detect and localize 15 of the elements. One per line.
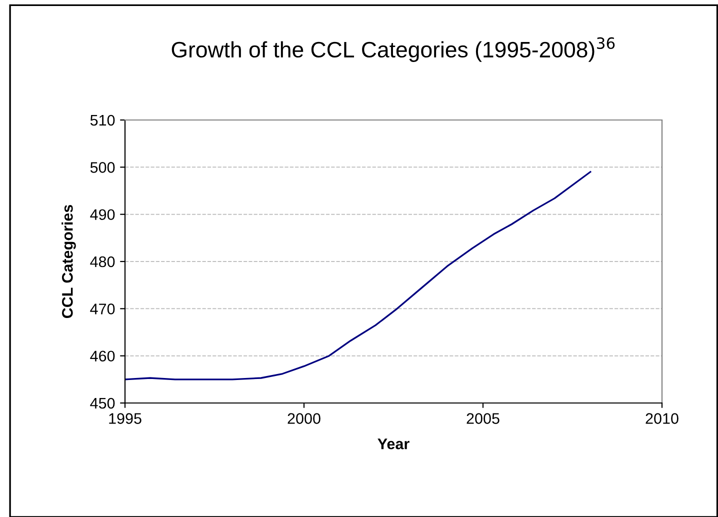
- y-tick-label: 460: [90, 350, 115, 362]
- x-tick-label: 2010: [646, 413, 678, 424]
- y-tick-label: 450: [90, 398, 115, 409]
- x-tick-label: 1995: [109, 413, 142, 424]
- x-tick-label: 2000: [288, 413, 320, 424]
- y-tick-label: 500: [90, 162, 115, 173]
- y-tick-label: 490: [90, 209, 115, 220]
- y-axis-title: CCL Categories: [62, 204, 76, 318]
- y-tick-label: 470: [90, 304, 115, 314]
- x-axis-title: Year: [378, 438, 410, 450]
- line-series: [125, 171, 592, 380]
- y-tick-label: 510: [90, 114, 115, 126]
- x-tick-label: 2005: [466, 413, 500, 424]
- y-tick-label: 480: [90, 256, 115, 268]
- chart-title: Growth of the CCL Categories (1995-2008)$^{36}$: [172, 37, 615, 62]
